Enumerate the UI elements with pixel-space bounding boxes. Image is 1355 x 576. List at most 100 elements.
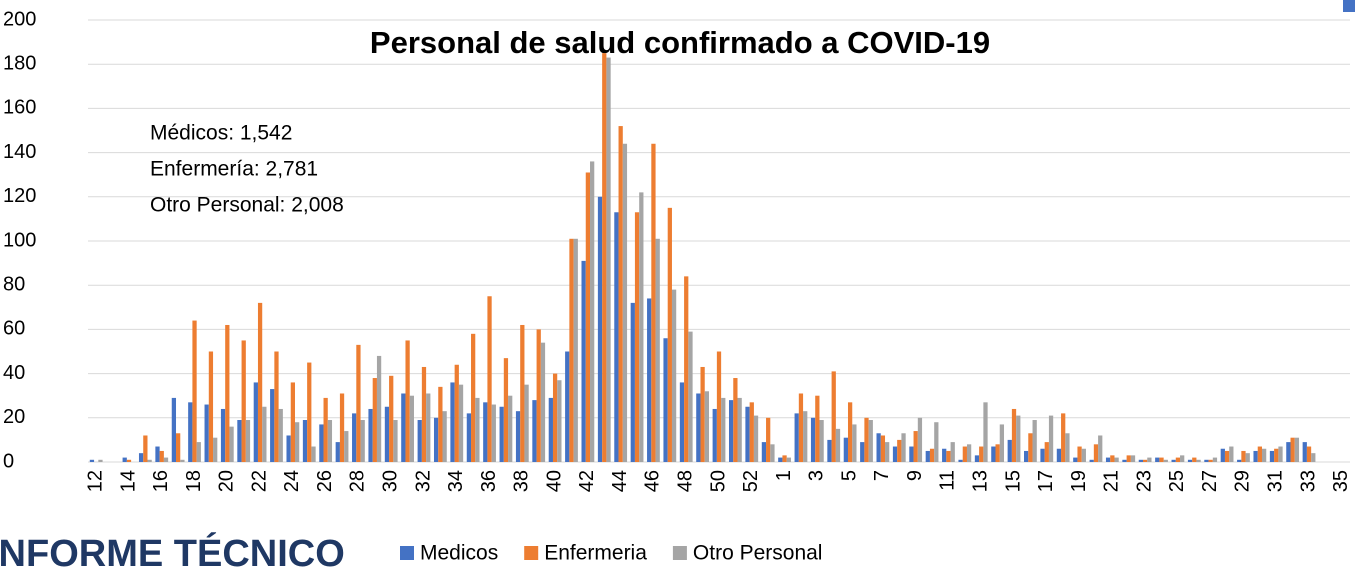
bar: [1257, 446, 1262, 462]
bar: [393, 420, 398, 462]
bar: [155, 446, 160, 462]
bar: [1261, 448, 1267, 462]
bar: [540, 342, 546, 462]
bar: [1253, 450, 1258, 462]
bar: [323, 397, 328, 462]
x-tick-label: 20: [216, 470, 238, 492]
x-tick-label: 3: [806, 470, 828, 481]
bar: [262, 406, 267, 462]
bar: [991, 446, 996, 462]
bar: [1278, 446, 1283, 462]
bar: [1098, 435, 1103, 462]
bar: [1056, 448, 1062, 462]
bar: [950, 442, 955, 462]
x-tick-label: 32: [412, 470, 434, 492]
x-tick-label: 30: [379, 470, 401, 492]
y-tick-label: 80: [3, 273, 25, 295]
bar: [89, 459, 95, 462]
bar: [475, 397, 480, 462]
legend-label: Medicos: [420, 542, 498, 565]
bar: [573, 238, 578, 462]
bar: [270, 389, 275, 462]
bar: [1126, 455, 1131, 462]
bar: [532, 400, 537, 462]
bar: [426, 393, 431, 462]
x-tick-label: 13: [970, 470, 992, 492]
bar: [1077, 446, 1082, 462]
bar: [679, 382, 685, 462]
legend-label: Enfermeria: [544, 542, 647, 565]
legend-swatch: [400, 546, 414, 560]
bar: [786, 457, 791, 462]
bar: [438, 386, 443, 462]
x-tick-label: 48: [675, 470, 697, 492]
bar: [466, 413, 472, 462]
bar: [917, 417, 923, 462]
bar: [864, 417, 869, 462]
bar: [319, 424, 324, 462]
x-tick-label: 12: [84, 470, 106, 492]
bar: [852, 424, 857, 462]
bar: [339, 393, 345, 462]
bar: [1110, 455, 1115, 462]
bar: [696, 393, 701, 462]
bar: [1122, 459, 1127, 462]
bar: [1302, 442, 1307, 462]
bar: [885, 442, 890, 462]
bar: [622, 143, 628, 462]
bar: [417, 420, 422, 462]
bar: [810, 417, 816, 462]
bar: [536, 329, 541, 462]
bar: [602, 53, 607, 463]
bar: [98, 459, 103, 462]
x-tick-label: 34: [445, 470, 467, 492]
bar: [667, 207, 672, 462]
bar: [1044, 442, 1049, 462]
bar: [1032, 420, 1037, 462]
annotation: Enfermería: 2,781: [150, 158, 318, 181]
bar: [344, 431, 349, 462]
bar: [1065, 433, 1070, 462]
bar: [520, 324, 525, 462]
bar: [614, 212, 619, 462]
bar: [569, 238, 574, 462]
bar: [1192, 457, 1197, 462]
bar: [138, 453, 144, 462]
x-tick-label: 42: [576, 470, 598, 492]
bar: [688, 331, 693, 462]
bar: [1196, 459, 1201, 462]
bar: [1163, 459, 1168, 462]
bar: [995, 444, 1000, 462]
bar: [1081, 448, 1086, 462]
bar: [700, 366, 705, 462]
x-tick-label: 44: [609, 470, 631, 492]
bar: [471, 333, 476, 462]
y-tick-label: 60: [3, 318, 25, 340]
bar: [204, 404, 209, 462]
bar: [639, 192, 644, 462]
bar: [274, 351, 279, 462]
bar: [655, 238, 660, 462]
bar: [946, 450, 951, 462]
bar: [499, 406, 504, 462]
bar: [237, 420, 242, 462]
bar: [1187, 459, 1193, 462]
legend-swatch: [672, 546, 687, 560]
corner-mark: [1343, 0, 1355, 12]
bar: [442, 411, 447, 462]
bar: [716, 351, 722, 462]
bar: [213, 437, 218, 462]
bar: [1311, 453, 1316, 462]
bar: [1224, 450, 1230, 462]
x-tick-label: 36: [478, 470, 500, 492]
bar: [360, 420, 365, 462]
annotation: Otro Personal: 2,008: [150, 194, 344, 217]
bar: [913, 431, 918, 462]
bar: [503, 358, 509, 462]
bar: [585, 172, 591, 463]
bar: [143, 435, 148, 462]
bar: [737, 397, 742, 462]
bar: [860, 442, 865, 462]
x-tick-label: 9: [904, 470, 926, 481]
bar: [1208, 459, 1213, 462]
